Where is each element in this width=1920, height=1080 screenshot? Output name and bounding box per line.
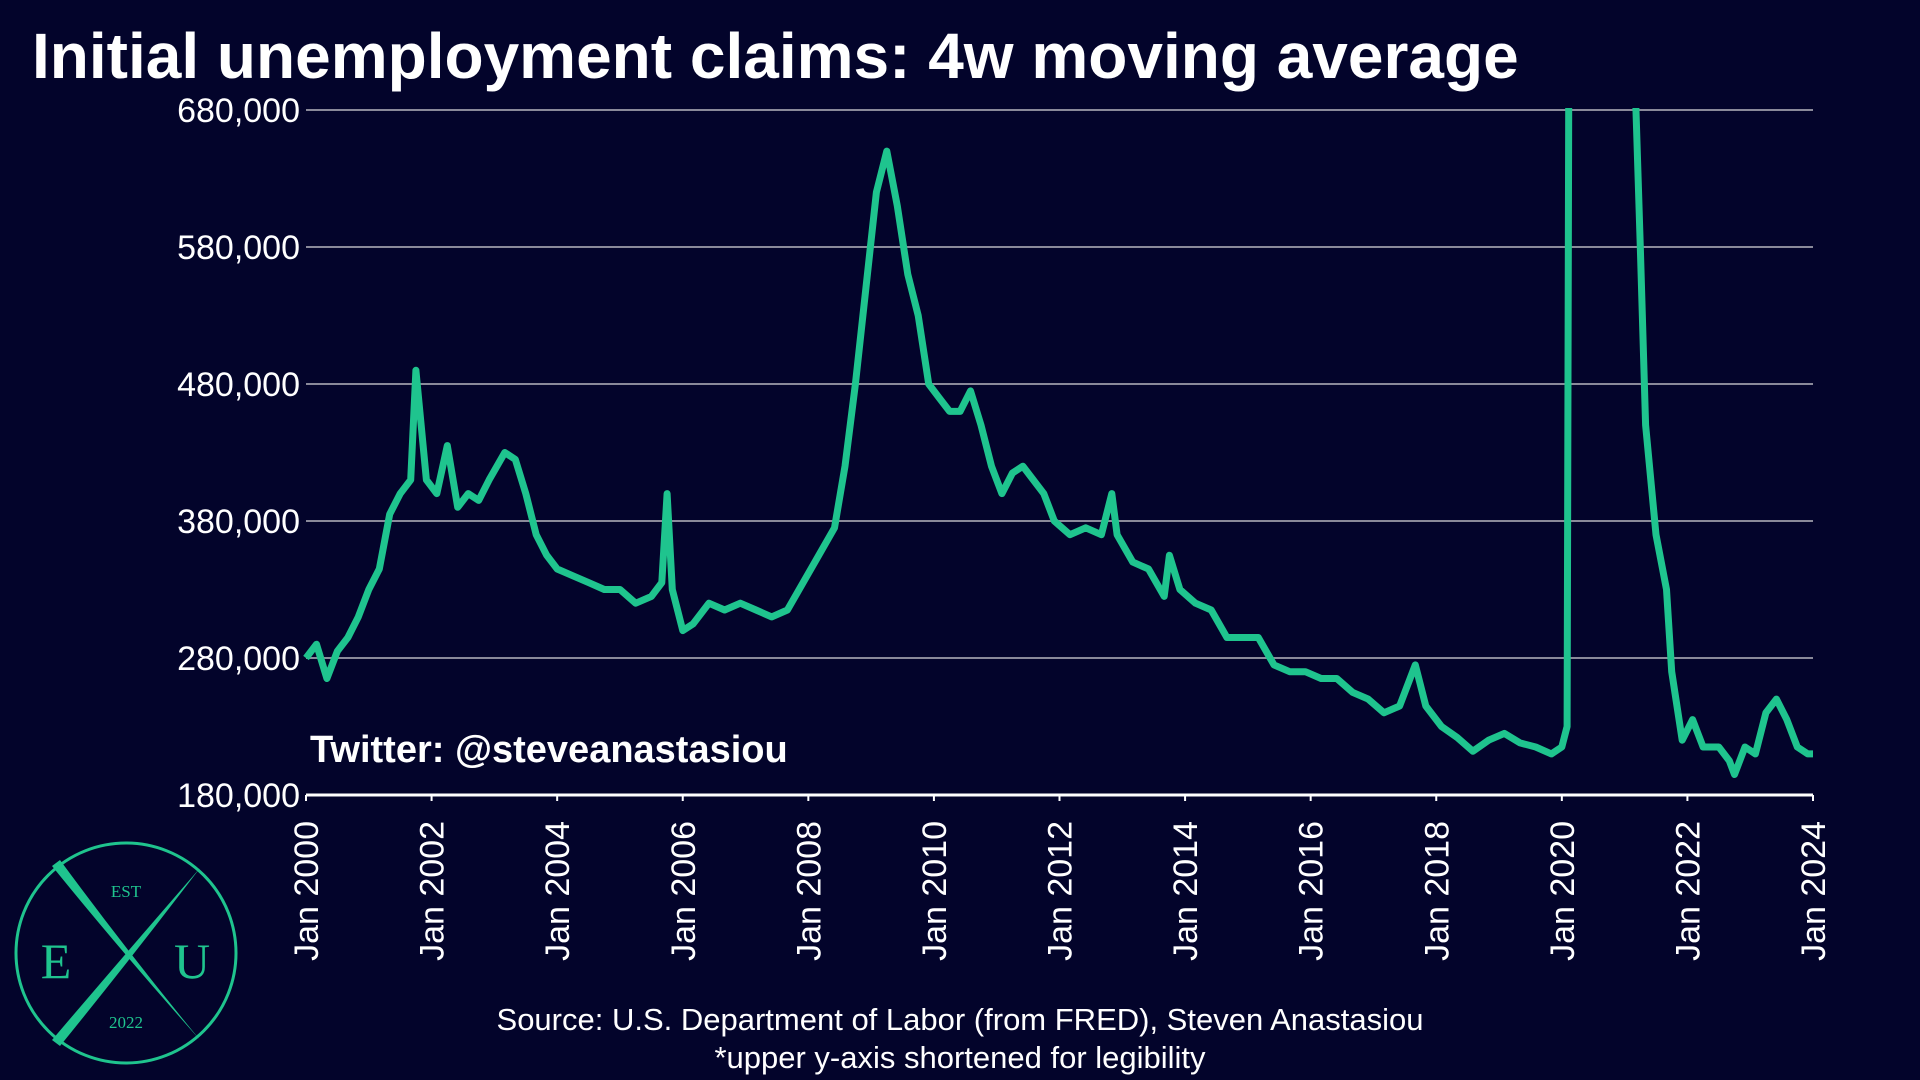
x-tick-label: Jan 2022 <box>1669 821 1707 961</box>
x-tick-label: Jan 2016 <box>1293 821 1331 961</box>
series-line <box>303 108 1813 778</box>
chart-title: Initial unemployment claims: 4w moving a… <box>32 20 1519 92</box>
x-tick-label: Jan 2014 <box>1167 821 1205 961</box>
y-tick-label: 680,000 <box>177 92 300 130</box>
logo-ring <box>14 841 238 1065</box>
x-tick-label: Jan 2018 <box>1418 821 1456 961</box>
logo-right: U <box>174 933 210 989</box>
note: *upper y-axis shortened for legibility <box>714 1040 1206 1075</box>
x-tick-label: Jan 2006 <box>665 821 703 961</box>
y-tick-label: 380,000 <box>177 503 300 541</box>
logo-bottom: 2022 <box>109 1013 143 1032</box>
logo-top: EST <box>111 882 142 901</box>
x-tick-label: Jan 2024 <box>1795 821 1833 961</box>
x-tick-label: Jan 2004 <box>539 821 577 961</box>
x-tick-label: Jan 2000 <box>288 821 326 961</box>
source: Source: U.S. Department of Labor (from F… <box>497 1002 1424 1037</box>
logo-stroke <box>52 860 200 1040</box>
x-tick-label: Jan 2008 <box>790 821 828 961</box>
logo: EST E U 2022 <box>14 841 238 1065</box>
y-tick-label: 480,000 <box>177 366 300 404</box>
logo-stroke <box>52 868 200 1046</box>
x-tick-label: Jan 2020 <box>1544 821 1582 961</box>
logo-left: E <box>41 933 72 989</box>
plot-area <box>303 108 1813 778</box>
y-tick-label: 580,000 <box>177 229 300 267</box>
annotation: Twitter: @steveanastasiou <box>310 729 788 771</box>
y-tick-label: 280,000 <box>177 640 300 678</box>
x-tick-label: Jan 2012 <box>1042 821 1080 961</box>
x-tick-label: Jan 2002 <box>414 821 452 961</box>
y-tick-label: 180,000 <box>177 777 300 815</box>
x-tick-label: Jan 2010 <box>916 821 954 961</box>
